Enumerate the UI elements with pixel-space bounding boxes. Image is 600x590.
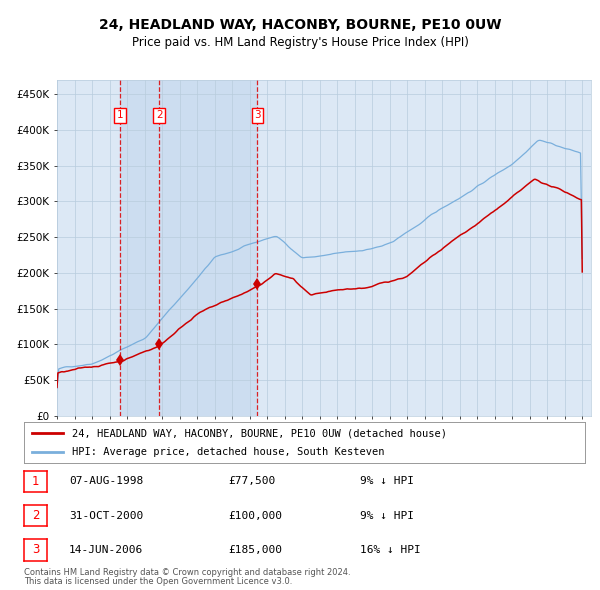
Text: £77,500: £77,500 bbox=[228, 477, 275, 486]
Text: 3: 3 bbox=[254, 110, 261, 120]
Text: 16% ↓ HPI: 16% ↓ HPI bbox=[360, 545, 421, 555]
Bar bbox=[120, 80, 159, 416]
Text: This data is licensed under the Open Government Licence v3.0.: This data is licensed under the Open Gov… bbox=[24, 577, 292, 586]
Text: 9% ↓ HPI: 9% ↓ HPI bbox=[360, 477, 414, 486]
Text: 1: 1 bbox=[32, 475, 39, 488]
Text: Price paid vs. HM Land Registry's House Price Index (HPI): Price paid vs. HM Land Registry's House … bbox=[131, 36, 469, 49]
Text: Contains HM Land Registry data © Crown copyright and database right 2024.: Contains HM Land Registry data © Crown c… bbox=[24, 568, 350, 577]
Text: £100,000: £100,000 bbox=[228, 511, 282, 520]
Text: HPI: Average price, detached house, South Kesteven: HPI: Average price, detached house, Sout… bbox=[71, 447, 384, 457]
Text: £185,000: £185,000 bbox=[228, 545, 282, 555]
Bar bbox=[159, 80, 257, 416]
Text: 24, HEADLAND WAY, HACONBY, BOURNE, PE10 0UW (detached house): 24, HEADLAND WAY, HACONBY, BOURNE, PE10 … bbox=[71, 428, 446, 438]
Text: 1: 1 bbox=[117, 110, 124, 120]
Text: 2: 2 bbox=[32, 509, 39, 522]
Text: 14-JUN-2006: 14-JUN-2006 bbox=[69, 545, 143, 555]
Text: 2: 2 bbox=[156, 110, 163, 120]
Text: 24, HEADLAND WAY, HACONBY, BOURNE, PE10 0UW: 24, HEADLAND WAY, HACONBY, BOURNE, PE10 … bbox=[99, 18, 501, 32]
Text: 9% ↓ HPI: 9% ↓ HPI bbox=[360, 511, 414, 520]
Text: 3: 3 bbox=[32, 543, 39, 556]
Text: 07-AUG-1998: 07-AUG-1998 bbox=[69, 477, 143, 486]
Text: 31-OCT-2000: 31-OCT-2000 bbox=[69, 511, 143, 520]
